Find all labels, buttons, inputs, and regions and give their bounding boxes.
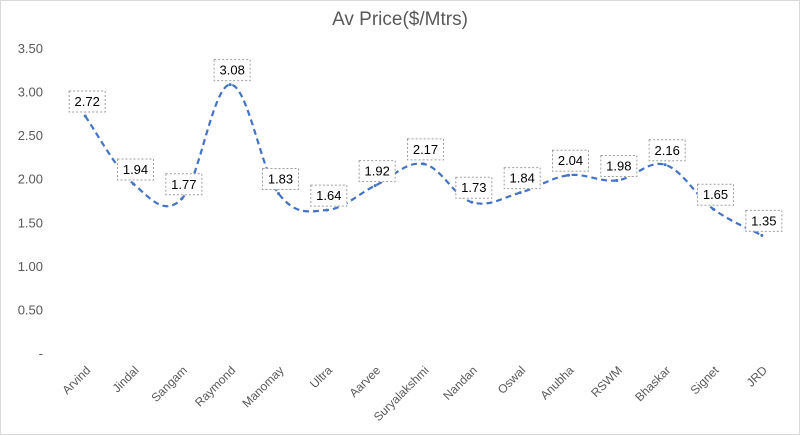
data-label: 1.35 — [751, 213, 776, 228]
data-point — [83, 114, 87, 118]
y-tick-label: 3.00 — [18, 85, 43, 100]
data-point — [615, 178, 619, 182]
x-tick-label: Signet — [688, 363, 722, 397]
x-tick-label: Jindal — [110, 363, 142, 395]
y-tick-label: 2.00 — [18, 172, 43, 187]
y-tick-label: 0.50 — [18, 302, 43, 317]
x-tick-label: Raymond — [192, 363, 238, 409]
x-tick-label: Nandan — [440, 363, 480, 403]
y-tick-label: 3.50 — [18, 41, 43, 56]
data-point — [712, 207, 715, 211]
x-tick-label: Manomay — [239, 363, 286, 410]
data-point — [180, 197, 184, 201]
data-label: 1.83 — [268, 172, 293, 187]
data-label: 1.84 — [510, 171, 535, 186]
data-label: 2.72 — [75, 94, 100, 109]
data-label: 2.17 — [413, 142, 438, 157]
data-label: 1.77 — [171, 177, 196, 192]
data-label-box — [117, 158, 154, 181]
x-tick-label: Ultra — [307, 363, 335, 391]
data-label-box — [600, 154, 638, 177]
data-point — [373, 184, 377, 188]
data-label: 1.73 — [461, 180, 486, 195]
data-label: 2.16 — [655, 143, 680, 158]
data-point — [518, 191, 522, 195]
data-label-box — [745, 209, 783, 232]
x-tick-label: Arvind — [59, 363, 93, 397]
data-label: 2.04 — [558, 153, 583, 168]
x-tick-label: Sangam — [148, 363, 190, 405]
data-point — [760, 233, 764, 237]
data-label: 1.94 — [123, 162, 148, 177]
data-point — [277, 192, 280, 196]
data-label-box — [552, 149, 589, 172]
data-label: 3.08 — [220, 63, 245, 78]
data-label: 1.65 — [703, 187, 728, 202]
data-point — [228, 83, 232, 87]
data-label: 1.98 — [606, 158, 631, 173]
x-tick-label: Bhaskar — [632, 363, 673, 404]
x-tick-label: RSWM — [588, 363, 625, 400]
data-label-box — [262, 168, 299, 191]
data-label-box — [310, 184, 348, 207]
chart-title: Av Price($/Mtrs) — [332, 9, 468, 30]
data-label-box — [213, 59, 251, 82]
data-label-box — [68, 90, 106, 113]
data-label: 1.64 — [316, 188, 341, 203]
x-tick-label: JRD — [744, 363, 771, 390]
y-tick-label: 1.00 — [18, 259, 43, 274]
x-tick-label: Aarvee — [346, 363, 383, 400]
data-label-box — [165, 173, 203, 196]
data-point — [325, 208, 329, 212]
x-tick-label: Anubha — [537, 363, 576, 402]
y-tick-label: - — [39, 346, 43, 361]
data-label-box — [503, 167, 541, 190]
data-label-box — [455, 176, 493, 199]
data-label: 1.92 — [365, 164, 390, 179]
x-tick-label: Oswal — [495, 363, 528, 396]
data-point — [663, 163, 667, 167]
data-point — [422, 162, 425, 166]
y-tick-label: 2.50 — [18, 128, 43, 143]
data-point — [132, 182, 135, 186]
data-label-box — [648, 139, 686, 162]
data-label-box — [697, 183, 734, 206]
y-tick-label: 1.50 — [18, 215, 43, 230]
data-point — [470, 200, 474, 204]
data-label-box — [407, 138, 444, 161]
data-label-box — [358, 160, 396, 183]
data-point — [567, 173, 570, 177]
